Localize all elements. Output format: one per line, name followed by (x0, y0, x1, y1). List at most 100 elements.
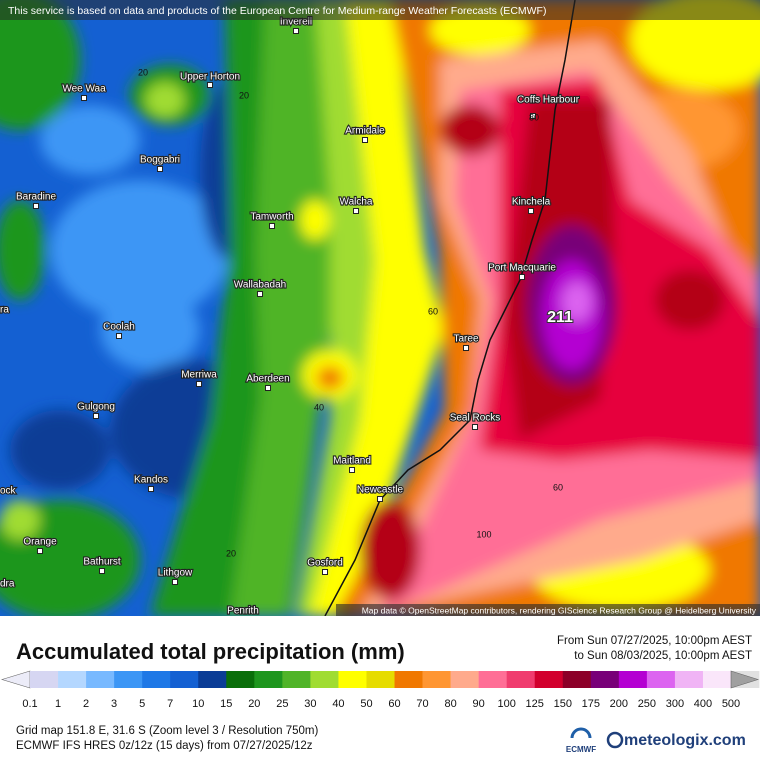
town-dot (530, 113, 536, 119)
colorbar-swatch (562, 671, 592, 688)
peak-label: 211 (547, 309, 573, 326)
colorbar-swatch (58, 671, 87, 688)
colorbar-label: 1 (55, 698, 61, 710)
colorbar-label: 500 (722, 698, 740, 710)
town-dot (472, 424, 478, 430)
contour-label: 60 (553, 482, 563, 492)
contour-label: 80 (529, 112, 539, 122)
colorbar-swatch (170, 671, 199, 688)
colorbar-swatch (310, 671, 339, 688)
colorbar-label: 60 (388, 698, 400, 710)
colorbar-swatch (394, 671, 423, 688)
colorbar-label: 7 (167, 698, 173, 710)
town-dot (362, 137, 368, 143)
town-label: Orange (23, 537, 57, 548)
town-label: Lithgow (158, 568, 193, 579)
legend-title: Accumulated total precipitation (mm) (16, 639, 405, 664)
contour-label: 20 (138, 67, 148, 77)
town-dot (148, 486, 154, 492)
town-label: Armidale (345, 126, 385, 137)
colorbar-swatch (646, 671, 676, 688)
town-label: Seal Rocks (450, 413, 501, 424)
colorbar-label: 3 (111, 698, 117, 710)
colorbar-label: 90 (473, 698, 485, 710)
colorbar-label: 300 (666, 698, 684, 710)
contour-label: 20 (226, 548, 236, 558)
town-dot (93, 413, 99, 419)
town-label: Newcastle (357, 485, 404, 496)
colorbar-label: 125 (526, 698, 544, 710)
colorbar-swatch (254, 671, 283, 688)
attribution-bg (336, 604, 760, 616)
contour-label: 60 (428, 306, 438, 316)
town-dot (528, 208, 534, 214)
colorbar-swatch (618, 671, 648, 688)
colorbar-label: 250 (638, 698, 656, 710)
colorbar-swatch (506, 671, 536, 688)
town-label: Coolah (103, 322, 135, 333)
town-dot (116, 333, 122, 339)
town-dot (99, 568, 105, 574)
colorbar-label: 10 (192, 698, 204, 710)
colorbar-swatch (282, 671, 311, 688)
colorbar-swatch (422, 671, 451, 688)
town-label: Kandos (134, 475, 168, 486)
colorbar-label: 400 (694, 698, 712, 710)
town-label: Walcha (340, 197, 373, 208)
town-label: dra (0, 579, 15, 590)
town-label: Coffs Harbour (517, 95, 580, 106)
colorbar-label: 100 (498, 698, 516, 710)
colorbar-swatch (534, 671, 564, 688)
town-label: Wallabadah (234, 280, 286, 291)
grid-info: Grid map 151.8 E, 31.6 S (Zoom level 3 /… (16, 725, 319, 737)
ecmwf-logo: ECMWF (566, 727, 596, 754)
colorbar-swatch (142, 671, 171, 688)
colorbar-label: 0.1 (22, 698, 37, 710)
colorbar-swatch (478, 671, 507, 688)
contour-label: 100 (476, 529, 491, 539)
brand[interactable]: meteologix.com (624, 732, 746, 749)
model-info: ECMWF IFS HRES 0z/12z (15 days) from 07/… (16, 740, 313, 752)
town-dot (519, 274, 525, 280)
town-label: Tamworth (250, 212, 293, 223)
banner-bg (0, 0, 760, 20)
colorbar-label: 175 (582, 698, 600, 710)
town-dot (349, 467, 355, 473)
colorbar-label: 50 (360, 698, 372, 710)
town-label: Penrith (227, 606, 259, 617)
colorbar-swatch (226, 671, 255, 688)
town-label: Bathurst (83, 557, 120, 568)
town-label: Upper Horton (180, 72, 240, 83)
colorbar-label: 15 (220, 698, 232, 710)
colorbar-label: 30 (304, 698, 316, 710)
town-label: ra (0, 305, 9, 316)
colorbar-label: 20 (248, 698, 260, 710)
colorbar-swatch (198, 671, 227, 688)
town-label: Kinchela (512, 197, 551, 208)
colorbar-label: 70 (416, 698, 428, 710)
town-label: Gulgong (77, 402, 115, 413)
town-label: Wee Waa (62, 84, 106, 95)
town-label: Maitland (333, 456, 371, 467)
colorbar-swatch (450, 671, 479, 688)
period-to: to Sun 08/03/2025, 10:00pm AEST (574, 650, 752, 662)
colorbar-swatch (30, 671, 59, 688)
town-label: Boggabri (140, 155, 180, 166)
town-dot (257, 291, 263, 297)
coastline (324, 0, 576, 616)
contour-label: 20 (239, 90, 249, 100)
town-dot (157, 166, 163, 172)
town-dot (463, 345, 469, 351)
town-label: Gosford (307, 558, 343, 569)
town-label: Port Macquarie (488, 263, 556, 274)
colorbar-label: 80 (444, 698, 456, 710)
colorbar-label: 25 (276, 698, 288, 710)
town-label: Taree (453, 334, 478, 345)
town-dot (172, 579, 178, 585)
town-dot (377, 496, 383, 502)
town-dot (353, 208, 359, 214)
town-dot (37, 548, 43, 554)
